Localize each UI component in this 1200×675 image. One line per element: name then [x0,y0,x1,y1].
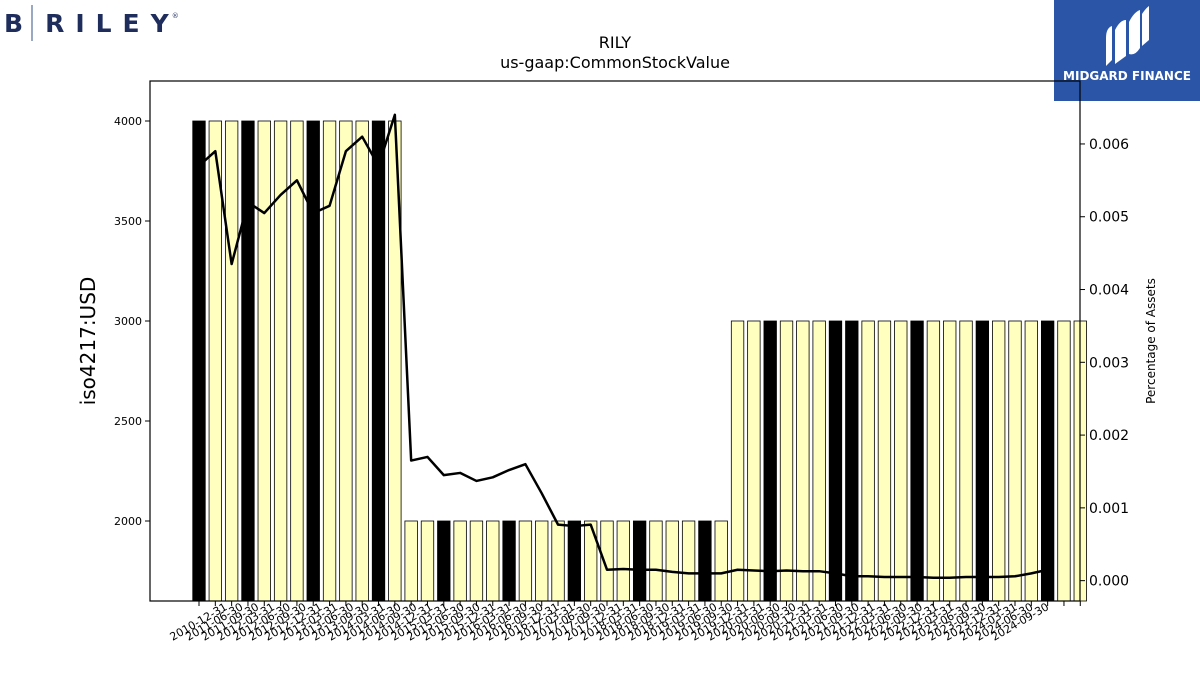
bar [1040,320,1055,602]
bar [420,520,435,602]
bar [551,520,565,602]
bar [371,120,386,602]
bar [469,520,484,602]
bar [779,320,794,602]
bar [812,320,826,602]
bar [224,120,239,602]
bar-series [192,120,1087,602]
logo-word: RILEY [45,8,180,38]
bar [926,320,941,602]
bar [730,320,745,602]
bar [257,120,271,602]
y2-tick-label: 0.000 [1089,574,1129,590]
bar [698,520,712,602]
chart-title: RILY [599,33,632,52]
bar [1008,320,1022,602]
bar [975,320,990,602]
logo-divider [31,5,34,41]
bar [894,320,908,602]
bar [502,520,516,602]
bar [290,120,304,602]
chart-subtitle: us-gaap:CommonStockValue [500,53,730,72]
bar [714,520,728,602]
bar [959,320,973,602]
bar [796,320,810,602]
bar [355,120,369,602]
y2-tick-label: 0.002 [1089,428,1129,444]
y-tick-label: 3500 [114,215,142,228]
bar [828,320,843,602]
line-series [198,113,1048,579]
y-tick-label: 3000 [114,315,142,328]
y2-tick-label: 0.003 [1089,355,1129,371]
percentage-line [198,113,1048,579]
bar [747,320,761,602]
bar [845,320,859,602]
bar [437,520,451,602]
midgard-mark-icon [1106,6,1149,66]
bar [861,320,875,602]
b-riley-logo: B RILEY ® [4,4,179,42]
bar [518,520,533,602]
bar [632,520,647,602]
bar [616,520,630,602]
y-axis-label: iso4217:USD [76,277,100,406]
y-tick-label: 4000 [114,115,142,128]
logo-registered-mark: ® [171,12,179,20]
y2-axis-label: Percentage of Assets [1144,278,1158,404]
y-tick-label: 2500 [114,415,142,428]
bar [681,520,696,602]
bar [649,520,663,602]
bar [339,120,353,602]
bar [992,320,1006,602]
bar [584,520,598,602]
bar [1024,320,1038,602]
y2-tick-label: 0.006 [1089,137,1129,153]
plot-frame [149,80,1081,602]
bar [877,320,892,602]
bar [208,120,222,602]
y2-tick-label: 0.004 [1089,283,1129,299]
midgard-name: MIDGARD FINANCE [1063,69,1191,83]
bar [453,520,467,602]
bar [192,120,206,602]
bar [241,120,255,602]
y-tick-label: 2000 [114,515,142,528]
bar [943,320,957,602]
y2-tick-label: 0.001 [1089,501,1129,517]
bar [910,320,924,602]
bar [763,320,777,602]
bar [1057,320,1071,602]
bar [404,520,418,602]
logo-letter: B [4,8,24,38]
bar [535,520,549,602]
y2-tick-label: 0.005 [1089,210,1129,226]
bar [665,520,679,602]
bar [486,520,500,602]
midgard-finance-logo: MIDGARD FINANCE [1054,0,1200,101]
bar [306,120,320,602]
bar [567,520,582,602]
bar [273,120,288,602]
